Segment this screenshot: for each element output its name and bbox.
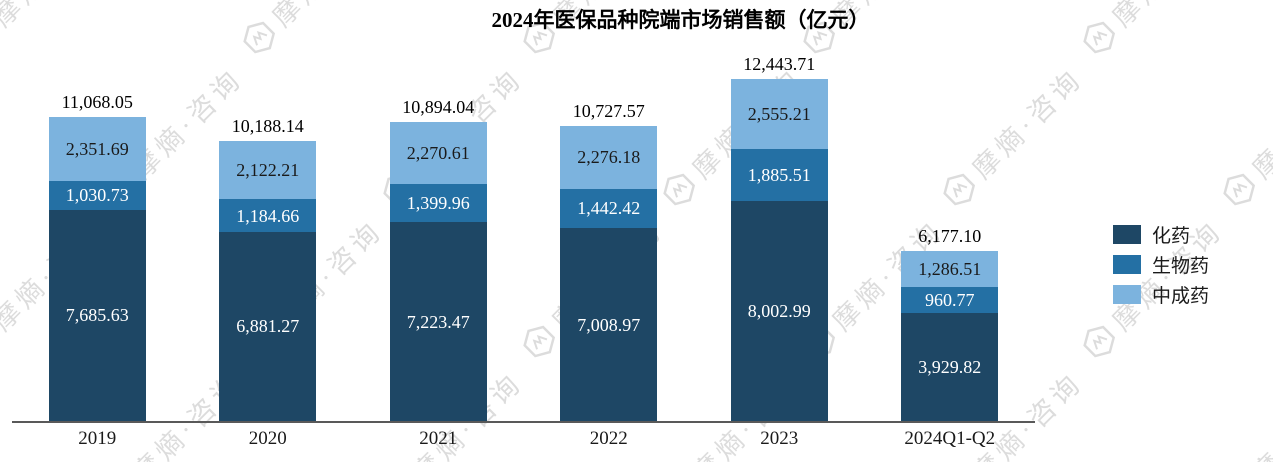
hexagon-logo-icon bbox=[1082, 325, 1115, 358]
legend-label-bio: 生物药 bbox=[1152, 255, 1210, 277]
stacked-bar-2022: 2,276.18 1,442.42 7,008.97 bbox=[560, 126, 658, 421]
hexagon-logo-icon bbox=[1222, 173, 1255, 206]
plot-area: 11,068.05 2,351.69 1,030.73 7,685.63 10,188.… bbox=[12, 0, 1035, 462]
legend-item-tcm: 中成药 bbox=[1113, 279, 1209, 309]
x-tick-label-2022: 2022 bbox=[589, 428, 628, 449]
x-axis-line bbox=[12, 421, 1035, 423]
segment-value-label: 2,351.69 bbox=[65, 138, 129, 159]
bar-slot-2019: 11,068.05 2,351.69 1,030.73 7,685.63 bbox=[12, 0, 183, 421]
segment-value-label: 2,122.21 bbox=[236, 160, 300, 181]
bar-slot-2024Q1-Q2: 6,177.10 1,286.51 960.77 3,929.82 bbox=[865, 0, 1036, 421]
bar-slot-2021: 10,894.04 2,270.61 1,399.96 7,223.47 bbox=[353, 0, 524, 421]
segment-value-label: 960.77 bbox=[925, 289, 975, 310]
legend-swatch-bio-icon bbox=[1113, 254, 1141, 274]
bar-segment-bio: 1,184.66 bbox=[219, 199, 317, 232]
legend-swatch-tcm-icon bbox=[1113, 284, 1141, 304]
bar-segment-bio: 1,442.42 bbox=[560, 188, 658, 229]
bar-segment-tcm: 2,270.61 bbox=[389, 121, 487, 184]
watermark-item: 摩熵·咨询 bbox=[1213, 362, 1273, 462]
bar-segment-bio: 1,030.73 bbox=[48, 181, 146, 210]
x-tick-label-2023: 2023 bbox=[760, 428, 799, 449]
segment-value-label: 7,685.63 bbox=[65, 305, 129, 326]
segment-value-label: 6,881.27 bbox=[236, 316, 300, 337]
total-value-label: 12,443.71 bbox=[743, 53, 816, 74]
segment-value-label: 3,929.82 bbox=[918, 356, 982, 377]
bar-segment-chem: 7,008.97 bbox=[560, 228, 658, 421]
segment-value-label: 1,184.66 bbox=[236, 205, 300, 226]
bar-segment-tcm: 1,286.51 bbox=[901, 251, 999, 287]
chart-title: 2024年医保品种院端市场销售额（亿元） bbox=[491, 8, 870, 32]
legend-label-chem: 化药 bbox=[1152, 225, 1191, 247]
segment-value-label: 7,223.47 bbox=[406, 311, 470, 332]
bars-area: 11,068.05 2,351.69 1,030.73 7,685.63 10,188.… bbox=[12, 0, 1035, 421]
total-value-label: 6,177.10 bbox=[918, 226, 982, 247]
segment-value-label: 1,286.51 bbox=[918, 258, 982, 279]
segment-value-label: 7,008.97 bbox=[577, 314, 641, 335]
segment-value-label: 1,399.96 bbox=[406, 193, 470, 214]
total-value-label: 10,727.57 bbox=[572, 101, 645, 122]
watermark-text: 摩熵·咨询 bbox=[1246, 366, 1273, 462]
stacked-bar-2023: 2,555.21 1,885.51 8,002.99 bbox=[730, 78, 828, 421]
segment-value-label: 2,276.18 bbox=[577, 147, 641, 168]
bar-segment-bio: 1,399.96 bbox=[389, 183, 487, 223]
legend: 化药 生物药 中成药 bbox=[1113, 219, 1209, 309]
bar-segment-chem: 3,929.82 bbox=[901, 312, 999, 421]
segment-value-label: 1,030.73 bbox=[65, 185, 129, 206]
x-axis-labels: 2019 2020 2021 2022 2023 2024Q1-Q2 bbox=[12, 428, 1035, 450]
bar-segment-chem: 8,002.99 bbox=[730, 200, 828, 421]
total-value-label: 11,068.05 bbox=[61, 91, 133, 112]
segment-value-label: 2,555.21 bbox=[747, 103, 811, 124]
bar-segment-tcm: 2,122.21 bbox=[219, 140, 317, 200]
segment-value-label: 8,002.99 bbox=[747, 300, 811, 321]
x-tick-label-2020: 2020 bbox=[248, 428, 287, 449]
bar-segment-bio: 960.77 bbox=[901, 286, 999, 313]
segment-value-label: 2,270.61 bbox=[406, 142, 470, 163]
bar-segment-tcm: 2,276.18 bbox=[560, 126, 658, 189]
watermark-item: 摩熵·咨询 bbox=[1213, 58, 1273, 215]
total-value-label: 10,188.14 bbox=[231, 116, 304, 137]
bar-segment-bio: 1,885.51 bbox=[730, 149, 828, 201]
bar-segment-tcm: 2,555.21 bbox=[730, 78, 828, 150]
legend-item-chem: 化药 bbox=[1113, 219, 1209, 249]
bar-segment-chem: 7,223.47 bbox=[389, 222, 487, 421]
bar-slot-2020: 10,188.14 2,122.21 1,184.66 6,881.27 bbox=[183, 0, 354, 421]
legend-swatch-chem-icon bbox=[1113, 224, 1141, 244]
x-tick-label-2021: 2021 bbox=[419, 428, 458, 449]
bar-segment-chem: 7,685.63 bbox=[48, 209, 146, 421]
segment-value-label: 1,442.42 bbox=[577, 198, 641, 219]
bar-segment-chem: 6,881.27 bbox=[219, 231, 317, 421]
stacked-bar-2019: 2,351.69 1,030.73 7,685.63 bbox=[48, 116, 146, 421]
stacked-bar-2020: 2,122.21 1,184.66 6,881.27 bbox=[219, 140, 317, 421]
stacked-bar-2024Q1-Q2: 1,286.51 960.77 3,929.82 bbox=[901, 251, 999, 421]
bar-slot-2023: 12,443.71 2,555.21 1,885.51 8,002.99 bbox=[694, 0, 865, 421]
x-tick-label-2019: 2019 bbox=[78, 428, 117, 449]
watermark-text: 摩熵·咨询 bbox=[1246, 62, 1273, 185]
segment-value-label: 1,885.51 bbox=[747, 164, 811, 185]
stacked-bar-2021: 2,270.61 1,399.96 7,223.47 bbox=[389, 121, 487, 421]
bar-segment-tcm: 2,351.69 bbox=[48, 116, 146, 182]
legend-label-tcm: 中成药 bbox=[1152, 285, 1210, 307]
legend-item-bio: 生物药 bbox=[1113, 249, 1209, 279]
x-tick-label-2024Q1-Q2: 2024Q1-Q2 bbox=[904, 428, 996, 449]
hexagon-logo-icon bbox=[0, 317, 3, 365]
bar-slot-2022: 10,727.57 2,276.18 1,442.42 7,008.97 bbox=[524, 0, 695, 421]
total-value-label: 10,894.04 bbox=[402, 96, 475, 117]
